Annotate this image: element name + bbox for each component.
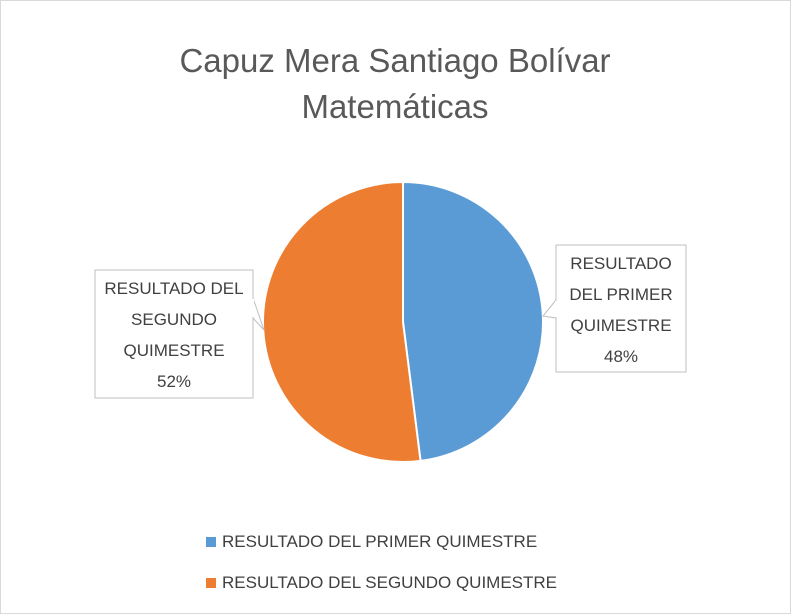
- chart-title: Capuz Mera Santiago Bolívar Matemáticas: [179, 42, 611, 125]
- data-label: RESULTADO DEL SEGUNDO QUIMESTRE 52%: [100, 273, 248, 397]
- data-label: RESULTADO DEL PRIMER QUIMESTRE 48%: [556, 248, 686, 372]
- legend-label: RESULTADO DEL SEGUNDO QUIMESTRE: [222, 573, 558, 592]
- data-label-value: 48%: [603, 347, 639, 366]
- label-box: [555, 244, 687, 373]
- pie-slice: [402, 180, 544, 463]
- data-label-value: 52%: [156, 372, 192, 391]
- legend-swatch: [206, 537, 216, 547]
- pie-slice: [262, 180, 422, 463]
- pie: [262, 180, 544, 463]
- legend-label: RESULTADO DEL PRIMER QUIMESTRE: [222, 532, 538, 551]
- label-box: [94, 269, 254, 399]
- legend-swatch: [206, 578, 216, 588]
- data-label-category: RESULTADO DEL PRIMER QUIMESTRE: [569, 254, 673, 335]
- data-label-category: RESULTADO DEL SEGUNDO QUIMESTRE: [104, 279, 244, 360]
